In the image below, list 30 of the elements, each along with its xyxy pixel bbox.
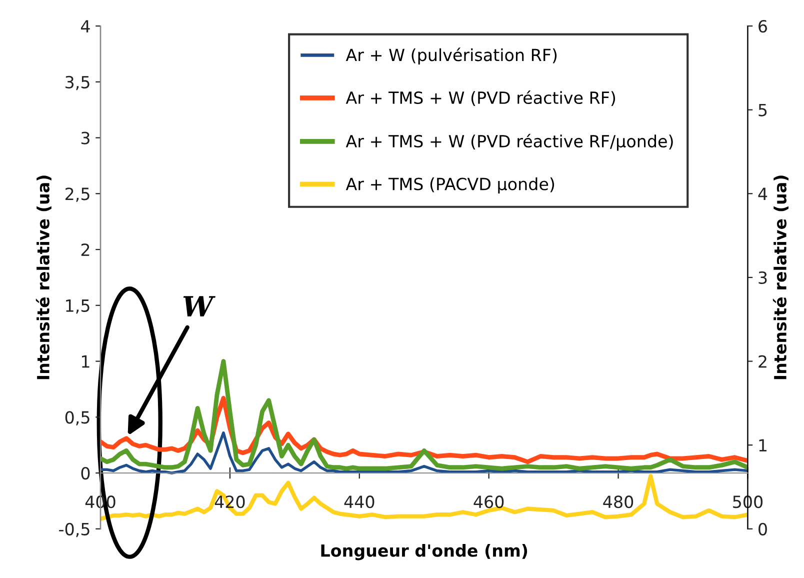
legend-label: Ar + TMS (PACVD µonde) bbox=[346, 177, 554, 194]
y-tick-label: 0 bbox=[81, 466, 90, 480]
y2-tick-label: 0 bbox=[758, 522, 767, 536]
y2-tick-label: 5 bbox=[758, 104, 767, 116]
line-series bbox=[100, 359, 748, 471]
y2-tick-label: 6 bbox=[758, 20, 767, 33]
line-series bbox=[100, 431, 748, 474]
y-tick-label: -0,5 bbox=[59, 522, 90, 538]
y2-tick-label: 4 bbox=[758, 188, 768, 200]
y-tick-label: 2 bbox=[81, 243, 90, 256]
y-tick-label: 1,5 bbox=[66, 300, 90, 314]
y-tick-label: 3,5 bbox=[66, 76, 90, 90]
y-tick-label: 3 bbox=[81, 132, 90, 144]
y-tick-label: 4 bbox=[80, 20, 90, 32]
y-tick-label: 2,5 bbox=[65, 188, 90, 202]
x-tick-label: 480 bbox=[603, 496, 634, 508]
y2-axis-title: Intensité relative (ua) bbox=[772, 176, 788, 380]
x-tick-label: 460 bbox=[474, 496, 504, 508]
y2-tick-label: 1 bbox=[759, 439, 767, 452]
y2-tick-label: 3 bbox=[758, 271, 767, 284]
y-tick-label: 0,5 bbox=[65, 411, 90, 426]
legend-label: Ar + W (pulvérisation RF) bbox=[346, 48, 557, 64]
y-axis-title: Intensité relative (ua) bbox=[36, 176, 52, 380]
y-tick-label: 1 bbox=[82, 355, 90, 368]
x-tick-label: 440 bbox=[344, 496, 374, 508]
x-axis-title: Longueur d'onde (nm) bbox=[321, 544, 528, 560]
y2-tick-label: 2 bbox=[758, 355, 766, 368]
legend-label: Ar + TMS + W (PVD réactive RF/µonde) bbox=[346, 134, 673, 151]
annotation: W bbox=[183, 296, 216, 316]
legend-label: Ar + TMS + W (PVD réactive RF) bbox=[346, 90, 616, 106]
